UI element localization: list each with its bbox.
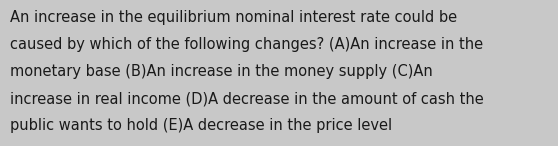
Text: public wants to hold (E)A decrease in the price level: public wants to hold (E)A decrease in th… <box>10 118 392 133</box>
Text: caused by which of the following changes? (A)An increase in the: caused by which of the following changes… <box>10 37 483 52</box>
Text: An increase in the equilibrium nominal interest rate could be: An increase in the equilibrium nominal i… <box>10 10 457 25</box>
Text: monetary base (B)An increase in the money supply (C)An: monetary base (B)An increase in the mone… <box>10 64 433 79</box>
Text: increase in real income (D)A decrease in the amount of cash the: increase in real income (D)A decrease in… <box>10 91 484 106</box>
